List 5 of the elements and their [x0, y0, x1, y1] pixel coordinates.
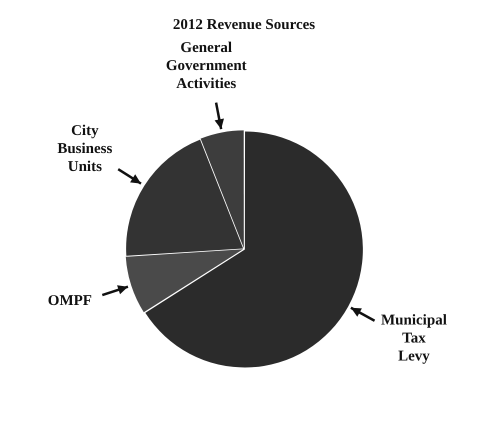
slice-label: Municipal Tax Levy	[381, 312, 447, 364]
slice-label: General Government Activities	[166, 40, 247, 92]
slice-label: City Business Units	[57, 123, 113, 176]
chart-title: 2012 Revenue Sources	[172, 16, 316, 33]
slice-label: OMPF	[48, 292, 92, 309]
